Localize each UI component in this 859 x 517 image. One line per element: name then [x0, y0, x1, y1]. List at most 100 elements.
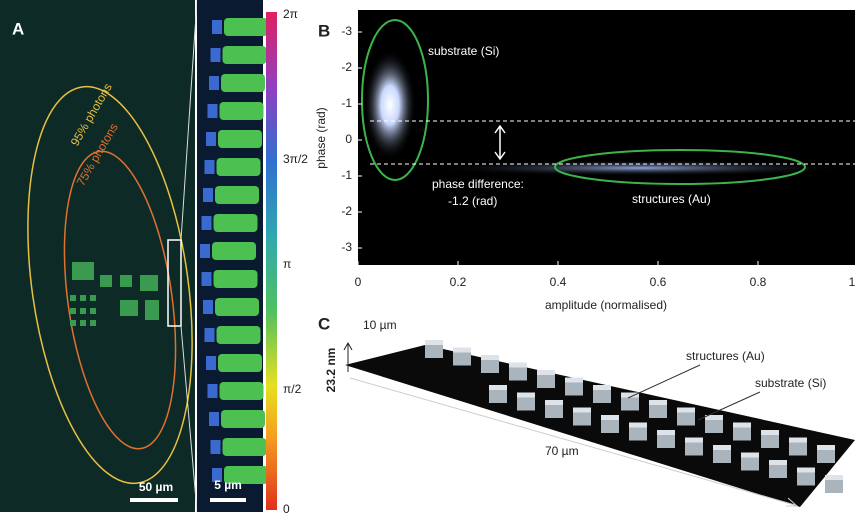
zoom-bar: [217, 158, 261, 176]
zoom-bar-edge: [209, 76, 219, 90]
zoom-bar-edge: [203, 300, 213, 314]
annotation: phase difference:: [432, 177, 524, 191]
panel-label: A: [12, 19, 24, 38]
colorbar-label: 2π: [283, 7, 298, 21]
dimension-label: 23.2 nm: [324, 348, 338, 393]
panel-label: C: [318, 314, 330, 333]
surface-block-top: [629, 423, 647, 428]
surface-block-top: [789, 438, 807, 443]
dimension-label: 10 µm: [363, 318, 397, 332]
scale-bar-label: 5 µm: [214, 478, 242, 492]
surface-block-top: [713, 445, 731, 450]
zoom-bar-edge: [208, 384, 218, 398]
zoom-bar: [224, 18, 268, 36]
zoom-bar-edge: [205, 160, 215, 174]
colorbar-label: π/2: [283, 382, 302, 396]
zoom-bar: [221, 410, 265, 428]
y-tick-label: -1: [341, 168, 352, 182]
y-tick-label: -2: [341, 60, 352, 74]
surface-block-top: [481, 355, 499, 360]
x-tick-label: 0.6: [650, 275, 667, 289]
zoom-bar-edge: [206, 356, 216, 370]
surface-block-top: [565, 378, 583, 383]
surface-block-top: [733, 423, 751, 428]
zoom-bar: [217, 326, 261, 344]
surface-block-top: [517, 393, 535, 398]
zoom-bar: [215, 298, 259, 316]
zoom-bar: [215, 186, 259, 204]
zoom-bar: [223, 46, 267, 64]
surface-block-top: [509, 363, 527, 368]
x-axis-label: amplitude (normalised): [545, 298, 667, 312]
colorbar-label: π: [283, 257, 291, 271]
surface-block-top: [677, 408, 695, 413]
zoom-bar-edge: [212, 20, 222, 34]
x-tick-label: 0.8: [750, 275, 767, 289]
dimension-label: 70 µm: [545, 444, 579, 458]
zoom-bar: [220, 102, 264, 120]
surface-block-top: [489, 385, 507, 390]
y-axis-label: phase (rad): [314, 107, 328, 168]
zoom-bar-edge: [211, 440, 221, 454]
y-tick-label: -2: [341, 204, 352, 218]
zoom-bar: [223, 438, 267, 456]
y-tick-label: 0: [345, 132, 352, 146]
surface-block-top: [685, 438, 703, 443]
zoom-bar-edge: [202, 272, 212, 286]
surface-block-top: [453, 348, 471, 353]
surface-block-top: [817, 445, 835, 450]
zoom-bar-edge: [206, 132, 216, 146]
zoom-bar-edge: [203, 188, 213, 202]
surface-block-top: [537, 370, 555, 375]
annotation: substrate (Si): [428, 44, 499, 58]
scale-bar-label: 50 µm: [139, 480, 173, 494]
substrate-distribution: [364, 50, 416, 160]
y-tick-label: -3: [341, 240, 352, 254]
annotation: structures (Au): [686, 349, 765, 363]
surface-block-top: [593, 385, 611, 390]
x-tick-label: 0: [355, 275, 362, 289]
zoom-bar: [212, 242, 256, 260]
surface-block-top: [573, 408, 591, 413]
y-tick-label: -1: [341, 96, 352, 110]
surface-block-top: [769, 460, 787, 465]
surface-block-top: [649, 400, 667, 405]
surface-block-top: [741, 453, 759, 458]
zoom-bar-edge: [208, 104, 218, 118]
annotation: -1.2 (rad): [448, 194, 497, 208]
zoom-bar: [214, 214, 258, 232]
figure: A 95% photons 75% photons 50 µm 5 µm 2π3…: [0, 0, 859, 517]
zoom-bar-edge: [211, 48, 221, 62]
zoom-bar: [214, 270, 258, 288]
x-tick-label: 0.4: [550, 275, 567, 289]
surface-block-top: [425, 340, 443, 345]
zoom-bar-edge: [209, 412, 219, 426]
colorbar: [266, 12, 277, 510]
zoom-bar-edge: [200, 244, 210, 258]
zoom-bar: [218, 130, 262, 148]
zoom-bar: [218, 354, 262, 372]
surface-block-top: [761, 430, 779, 435]
scale-bar: [210, 498, 246, 502]
x-tick-label: 0.2: [450, 275, 467, 289]
surface-block-top: [545, 400, 563, 405]
annotation: substrate (Si): [755, 376, 826, 390]
surface-block-top: [601, 415, 619, 420]
surface-block-top: [657, 430, 675, 435]
zoom-bar: [221, 74, 265, 92]
colorbar-label: 0: [283, 502, 290, 516]
colorbar-label: 3π/2: [283, 152, 308, 166]
zoom-bar-edge: [202, 216, 212, 230]
axis-arrow: [344, 343, 352, 372]
surface: [345, 345, 855, 507]
structures-distribution: [430, 160, 850, 176]
x-tick-label: 1: [849, 275, 856, 289]
zoom-bar-edge: [205, 328, 215, 342]
surface-block-top: [797, 468, 815, 473]
zoom-bar: [220, 382, 264, 400]
surface-block-top: [825, 475, 843, 480]
scale-bar: [130, 498, 178, 502]
annotation: structures (Au): [632, 192, 711, 206]
y-tick-label: -3: [341, 24, 352, 38]
panel-label: B: [318, 21, 330, 40]
